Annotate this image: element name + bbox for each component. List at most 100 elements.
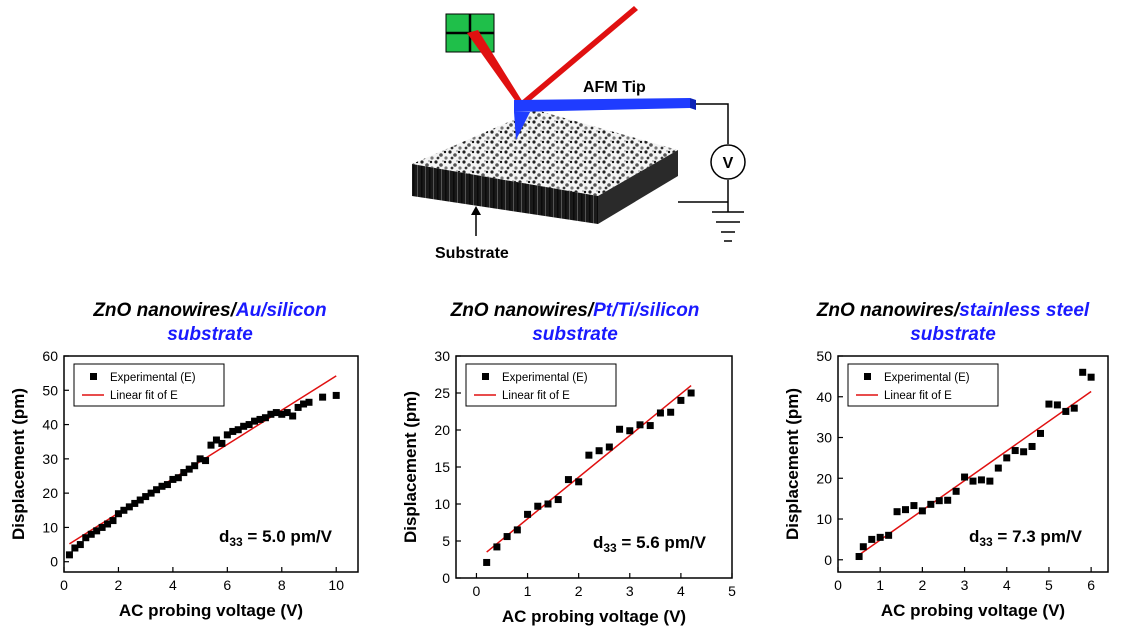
- data-point: [564, 476, 572, 484]
- data-point: [1070, 404, 1078, 412]
- data-point: [82, 534, 90, 542]
- panel-title: ZnO nanowires/stainless steel substrate: [816, 300, 1090, 345]
- y-tick-label: 0: [50, 554, 58, 570]
- data-point: [1087, 373, 1095, 381]
- data-point: [544, 500, 552, 508]
- y-tick-label: 15: [434, 459, 450, 475]
- y-tick-label: 0: [442, 570, 450, 586]
- legend-label: Linear fit of E: [502, 390, 570, 402]
- data-point: [961, 473, 969, 481]
- legend-marker: [482, 373, 489, 380]
- data-point: [153, 486, 161, 494]
- data-point: [169, 475, 177, 483]
- data-point: [893, 508, 901, 516]
- x-tick-label: 4: [169, 577, 177, 593]
- data-point: [977, 476, 985, 484]
- y-tick-label: 20: [42, 485, 58, 501]
- x-tick-label: 2: [918, 577, 926, 593]
- data-point: [212, 436, 220, 444]
- data-point: [969, 477, 977, 485]
- data-point: [626, 427, 634, 435]
- laser-beam-icon: [519, 6, 638, 106]
- x-axis-label: AC probing voltage (V): [502, 607, 686, 626]
- y-axis-label: Displacement (pm): [401, 391, 420, 543]
- x-tick-label: 4: [677, 583, 685, 599]
- x-tick-label: 0: [473, 583, 481, 599]
- y-tick-label: 40: [42, 417, 58, 433]
- x-tick-label: 5: [728, 583, 736, 599]
- data-point: [207, 441, 215, 449]
- x-tick-label: 3: [961, 577, 969, 593]
- data-point: [278, 410, 286, 418]
- data-point: [1011, 447, 1019, 455]
- plot-frame: [63, 355, 359, 573]
- data-point: [185, 465, 193, 473]
- y-tick-label: 0: [824, 552, 832, 568]
- data-point: [605, 443, 613, 451]
- y-tick-label: 30: [434, 348, 450, 364]
- x-tick-label: 1: [524, 583, 532, 599]
- plot-frame: [837, 355, 1109, 573]
- y-tick-label: 50: [816, 348, 832, 364]
- x-tick-label: 0: [60, 577, 68, 593]
- data-point: [636, 421, 644, 429]
- data-point: [104, 520, 112, 528]
- legend-label: Experimental (E): [502, 372, 588, 384]
- legend-label: Experimental (E): [110, 372, 196, 384]
- x-axis-label: AC probing voltage (V): [881, 601, 1065, 620]
- data-point: [575, 478, 583, 486]
- panel-title: ZnO nanowires/Pt/Ti/silicon substrate: [450, 300, 700, 345]
- data-point: [93, 527, 101, 535]
- data-point: [868, 535, 876, 543]
- x-tick-label: 8: [278, 577, 286, 593]
- data-point: [125, 503, 133, 511]
- data-point: [191, 462, 199, 470]
- data-point: [76, 541, 84, 549]
- data-point: [876, 533, 884, 541]
- data-point: [1045, 400, 1053, 408]
- y-tick-label: 25: [434, 385, 450, 401]
- y-tick-label: 30: [42, 451, 58, 467]
- data-point: [493, 543, 501, 551]
- legend-label: Linear fit of E: [110, 390, 178, 402]
- legend-box: [465, 363, 617, 407]
- data-point: [131, 499, 139, 507]
- data-point: [202, 457, 210, 465]
- data-point: [87, 530, 95, 538]
- x-tick-label: 0: [834, 577, 842, 593]
- substrate-label: Substrate: [435, 245, 509, 262]
- laser-beam-icon: [467, 30, 524, 106]
- data-point: [245, 421, 253, 429]
- data-point: [319, 393, 327, 401]
- data-point: [935, 497, 943, 505]
- data-point: [1028, 442, 1036, 450]
- legend-label: Linear fit of E: [884, 390, 952, 402]
- x-tick-label: 5: [1045, 577, 1053, 593]
- y-axis-label: Displacement (pm): [9, 388, 28, 540]
- data-point: [585, 451, 593, 459]
- x-tick-label: 1: [876, 577, 884, 593]
- panel-title: ZnO nanowires/Au/silicon substrate: [93, 300, 327, 345]
- data-point: [218, 439, 226, 447]
- voltmeter-icon: [710, 144, 746, 180]
- y-tick-label: 10: [42, 519, 58, 535]
- data-point: [503, 533, 511, 541]
- x-axis-label: AC probing voltage (V): [119, 601, 303, 620]
- data-point: [294, 403, 302, 411]
- y-axis-label: Displacement (pm): [783, 388, 802, 540]
- x-tick-label: 10: [328, 577, 344, 593]
- data-point: [256, 415, 264, 423]
- data-point: [114, 510, 122, 518]
- data-point: [136, 496, 144, 504]
- data-point: [1020, 448, 1028, 456]
- data-point: [272, 409, 280, 417]
- y-tick-label: 60: [42, 348, 58, 364]
- data-point: [147, 489, 155, 497]
- data-point: [261, 414, 269, 422]
- legend-marker: [864, 373, 871, 380]
- data-point: [667, 408, 675, 416]
- afm-schematic: AFM Tip V Substrate: [412, 6, 746, 262]
- data-point: [927, 500, 935, 508]
- data-point: [300, 400, 308, 408]
